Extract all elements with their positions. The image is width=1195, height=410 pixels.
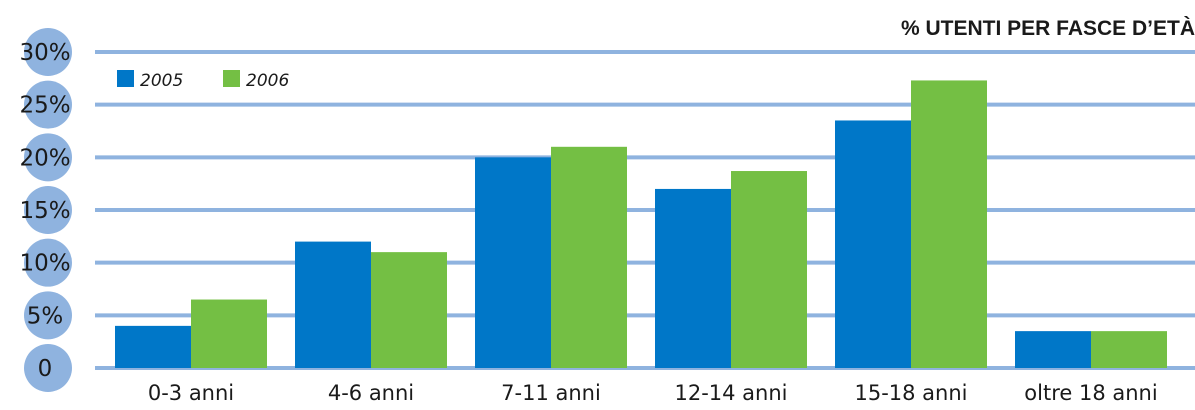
bar-2006-1: [371, 252, 447, 368]
legend-label-2006: 2006: [246, 71, 289, 91]
bar-2005-3: [655, 188, 731, 368]
bar-2005-0: [115, 325, 191, 368]
x-tick-label: 4-6 anni: [328, 381, 414, 405]
bars: [115, 80, 1167, 368]
legend-label-2005: 2005: [140, 71, 183, 91]
x-tick-label: 12-14 anni: [674, 381, 787, 405]
x-tick-label: 7-11 anni: [501, 381, 601, 405]
x-tick-label: oltre 18 anni: [1024, 381, 1157, 405]
chart-title: % UTENTI PER FASCE D’ETÀ: [901, 17, 1195, 40]
bar-2005-5: [1015, 331, 1091, 368]
y-tick-label: 0: [38, 356, 53, 382]
y-tick-badge: [24, 291, 72, 340]
y-tick-badge: [24, 238, 72, 287]
legend: 2005 2006: [117, 70, 289, 91]
bar-2005-1: [295, 241, 371, 368]
legend-swatch-2005: [117, 70, 134, 87]
y-tick-label: 25%: [19, 93, 70, 119]
bar-2006-3: [731, 171, 807, 368]
y-tick-label: 20%: [19, 145, 70, 171]
bar-2006-4: [911, 80, 987, 368]
y-tick-badge: [24, 28, 72, 76]
y-tick-label: 30%: [19, 40, 70, 66]
bar-2005-4: [835, 120, 911, 368]
y-tick-badge: [24, 80, 72, 129]
bar-2005-2: [475, 157, 551, 368]
bar-2006-2: [551, 146, 627, 368]
y-tick-badge: [24, 344, 72, 392]
x-tick-label: 15-18 anni: [854, 381, 967, 405]
y-tick-badge: [24, 186, 72, 234]
y-tick-badge: [24, 133, 72, 182]
bar-2006-5: [1091, 331, 1167, 368]
y-tick-label: 10%: [19, 251, 70, 277]
legend-swatch-2006: [223, 70, 240, 87]
y-tick-label: 15%: [19, 198, 70, 224]
grid-lines: [95, 50, 1195, 370]
y-axis-ticks: 0 5% 10% 15% 20% 25% 30%: [19, 28, 72, 392]
y-tick-label: 5%: [27, 303, 64, 329]
x-tick-label: 0-3 anni: [148, 381, 234, 405]
bar-2006-0: [191, 299, 267, 368]
x-axis-ticks: 0-3 anni 4-6 anni 7-11 anni 12-14 anni 15-18…: [148, 381, 1158, 405]
